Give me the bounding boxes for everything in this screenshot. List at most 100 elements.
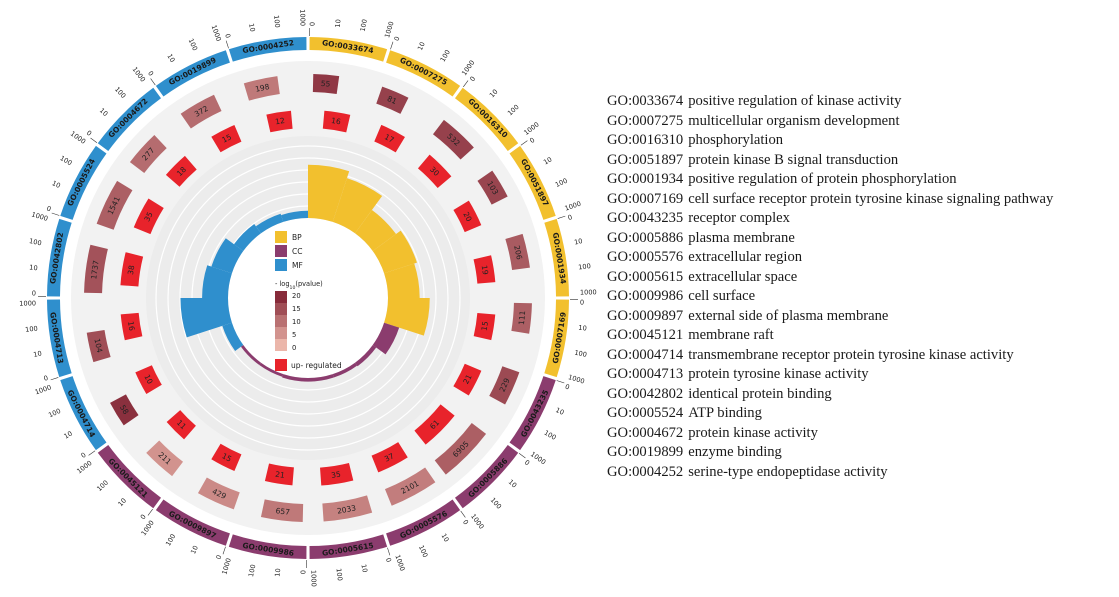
- up-regulated-bar: [211, 125, 242, 153]
- axis-tick-label: 0: [146, 70, 155, 78]
- total-count-bar: [110, 394, 139, 426]
- up-regulated-label: 10: [142, 373, 154, 386]
- axis-tick-label: 100: [164, 533, 177, 548]
- legend-item: GO:0007275 multicellular organism develop…: [607, 112, 1053, 132]
- axis-tick-label: 0: [528, 136, 536, 145]
- total-count-bar: [511, 302, 532, 334]
- up-regulated-label: 15: [480, 320, 490, 331]
- total-count-label: 58: [118, 403, 131, 416]
- axis-tick: [88, 450, 96, 456]
- axis-tick-label: 0: [461, 518, 470, 526]
- axis-tick-label: 100: [113, 85, 127, 100]
- legend-go-name: positive regulation of protein phosphory…: [688, 171, 957, 187]
- legend-go-name: cell surface: [688, 288, 756, 304]
- rich-factor-bar: [384, 298, 430, 336]
- axis-tick-label: 0: [45, 205, 52, 214]
- legend-go-id: GO:0004714: [607, 346, 684, 363]
- legend-go-name: protein kinase activity: [688, 424, 818, 441]
- gradient-step: [275, 327, 287, 339]
- up-regulated-bar: [417, 154, 452, 189]
- axis-tick-label: 10: [63, 429, 74, 440]
- legend-go-name: external side of plasma membrane: [688, 307, 889, 324]
- total-count-bar: [376, 86, 409, 114]
- rich-factor-bar: [233, 223, 261, 251]
- sector-band: [309, 37, 388, 62]
- total-count-bar: [197, 477, 240, 510]
- axis-tick-label: 10: [439, 532, 450, 543]
- axis-tick-label: 10: [165, 53, 176, 64]
- legend-go-id: GO:0004252: [607, 463, 684, 480]
- up-regulated-bar: [211, 443, 242, 471]
- axis-tick-label: 10: [416, 41, 427, 52]
- up-regulated-label: 20: [461, 210, 473, 223]
- legend-item: GO:0005576 extracellular region: [607, 248, 1053, 268]
- axis-tick: [557, 215, 566, 219]
- axis-tick-label: 10: [573, 237, 583, 247]
- rich-factor-bar: [332, 362, 358, 378]
- legend-item: GO:0005524 ATP binding: [607, 404, 1053, 424]
- axis-tick-label: 1000: [69, 130, 87, 146]
- up-regulated-bar: [453, 363, 482, 396]
- key-swatch-mf: [275, 259, 287, 271]
- sector-band: [509, 145, 556, 220]
- legend-go-name: multicellular organism development: [688, 112, 900, 129]
- axis-tick-label: 1000: [469, 512, 486, 530]
- axis-tick-label: 1000: [19, 299, 36, 307]
- axis-tick-label: 1000: [298, 9, 306, 26]
- legend-go-name: cell surface receptor protein tyrosine k…: [688, 190, 1054, 207]
- legend-go-name: extracellular space: [688, 268, 798, 285]
- axis-tick: [51, 212, 60, 216]
- axis-tick-label: 10: [273, 568, 282, 577]
- total-count-bar: [477, 170, 508, 205]
- up-regulated-bar: [414, 404, 455, 445]
- axis-tick: [460, 510, 466, 518]
- axis-tick: [556, 380, 565, 384]
- axis-tick-label: 0: [215, 554, 224, 561]
- rich-factor-bar: [372, 322, 400, 355]
- axis-tick-label: 100: [554, 177, 569, 189]
- gradient-tick-label: 5: [292, 331, 296, 339]
- axis-tick-label: 1000: [210, 24, 223, 42]
- gradient-step: [275, 291, 287, 303]
- axis-tick-label: 100: [47, 407, 62, 419]
- up-regulated-bar: [374, 124, 405, 153]
- total-count-bar: [322, 495, 373, 522]
- legend-go-id: GO:0001934: [607, 171, 684, 187]
- axis-tick-label: 10: [189, 544, 200, 555]
- axis-tick-label: 10: [488, 88, 500, 100]
- legend-go-name: receptor complex: [688, 210, 790, 226]
- legend-go-id: GO:0019899: [607, 444, 684, 460]
- legend-go-id: GO:0005886: [607, 229, 684, 246]
- rich-factor-bar: [180, 298, 232, 338]
- axis-tick-label: 10: [29, 263, 38, 272]
- sector-band: [228, 534, 307, 559]
- total-count-label: 2033: [336, 503, 357, 515]
- legend-item: GO:0043235 receptor complex: [607, 209, 1053, 229]
- up-regulated-bar: [371, 442, 408, 473]
- axis-tick-label: 10: [247, 23, 257, 33]
- legend-item: GO:0051897 protein kinase B signal transd…: [607, 151, 1053, 171]
- gradient-step: [275, 339, 287, 351]
- background-rings: [71, 61, 545, 535]
- axis-tick-label: 100: [272, 15, 281, 28]
- sector-band: [454, 87, 519, 152]
- total-count-bar: [180, 94, 222, 129]
- axis-tick: [463, 80, 469, 88]
- axis-tick-label: 100: [574, 349, 588, 359]
- legend-go-name: enzyme binding: [688, 444, 782, 460]
- rich-factor-bar: [281, 210, 308, 222]
- legend-item: GO:0045121 membrane raft: [607, 326, 1053, 346]
- total-count-ring: 5581532103206111229690521012033657429211…: [84, 74, 532, 522]
- legend-item: GO:0007169 cell surface receptor protein …: [607, 190, 1053, 210]
- sector-band: [47, 218, 72, 297]
- axis-tick-label: 0: [299, 570, 307, 574]
- axis-tick: [225, 40, 229, 49]
- total-count-bar: [96, 180, 133, 230]
- rich-factor-bar: [211, 238, 244, 274]
- up-regulated-label: 21: [461, 373, 473, 386]
- legend-go-id: GO:0033674: [607, 93, 684, 109]
- key-swatch-up: [275, 359, 287, 371]
- rich-factor-bar: [372, 230, 417, 274]
- legend-item: GO:0004714 transmembrane receptor protein…: [607, 346, 1053, 366]
- legend-go-name: ATP binding: [688, 405, 762, 421]
